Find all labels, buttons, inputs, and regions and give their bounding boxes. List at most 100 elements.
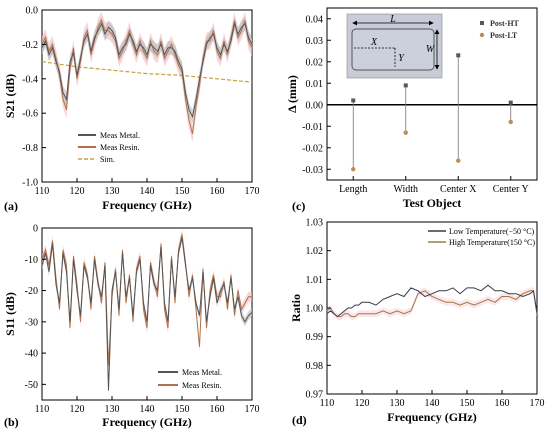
post-lt-point [403,130,408,135]
panel-c-plot-area [327,53,537,172]
y-tick-label: -0.8 [22,143,38,154]
x-tick-label: 120 [355,398,370,409]
panel-d-ratio-chart: 110 120 130 140 150 160 170 0.97 0.98 0.99 1.00 1.0… [289,218,545,428]
panel-c-y-axis-label: Δ (mm) [285,75,299,113]
y-tick-label: -10 [25,255,38,266]
panel-c-deviation-chart: Length Width Center X Center Y -0.03 -0.02 -0.… [285,7,538,213]
y-tick-label: 0.02 [306,57,324,68]
x-tick-label: 110 [35,186,50,197]
legend-resin-label-b: Meas Resin. [182,381,222,390]
x-tick-label: 110 [35,404,50,415]
x-tick-label: 160 [210,186,225,197]
x-tick-label: 120 [70,186,85,197]
post-lt-point [351,167,356,172]
y-tick-label: -0.6 [22,109,38,120]
inset-part-outline [351,28,435,71]
metal-error-band [42,233,252,395]
post-ht-point [351,98,356,103]
y-tick-label: -1.0 [22,178,38,189]
resin-error-band [42,11,252,143]
post-ht-point [456,53,461,58]
panel-a-s21-chart: 110 120 130 140 150 160 170 -1.0 -0.8 -0.6 -0.4 -0.… [3,6,260,214]
inset-length-label: L [389,14,396,25]
panel-b-plot-area [41,229,253,395]
y-tick-label: -0.2 [22,40,38,51]
x-tick-label: 110 [320,398,335,409]
x-tick-label: 130 [105,186,120,197]
y-tick-label: -0.4 [22,74,38,85]
x-tick-label: 150 [175,186,190,197]
y-tick-label: -30 [25,317,38,328]
x-tick-label: 130 [390,398,405,409]
legend-post-lt-label: Post-LT [490,31,518,40]
panel-d-y-axis-label: Ratio [289,294,303,322]
category-label: Width [393,184,418,195]
x-tick-label: 140 [140,404,155,415]
legend-post-ht-label: Post-HT [490,19,520,28]
resin-error-band [42,229,252,371]
metal-series-line [41,21,253,119]
inset-center-x-label: X [370,37,378,48]
high-temp-series-line [326,290,538,318]
y-tick-label: 1.02 [306,246,324,257]
legend-sim-label: Sim. [100,155,115,164]
y-tick-label: 1.01 [306,275,324,286]
legend-post-lt-marker [479,32,485,38]
panel-c-x-axis-label: Test Object [403,196,462,210]
x-tick-label: 120 [70,404,85,415]
y-tick-label: 0.98 [306,361,324,372]
x-tick-label: 160 [210,404,225,415]
y-tick-label: 1.03 [306,218,324,229]
y-tick-label: 0.01 [306,79,324,90]
metal-error-band [42,16,252,124]
y-tick-label: -0.02 [302,143,323,154]
panel-c-axes: Length Width Center X Center Y -0.03 -0.02 -0.… [302,14,529,195]
panel-b-axes: 110 120 130 140 150 160 170 -50 -40 -30 -20 -10 0 [25,224,260,416]
y-tick-label: -0.03 [302,165,323,176]
panel-b-y-axis-label: S11 (dB) [3,292,17,336]
x-tick-label: 170 [245,404,260,415]
panel-d-x-axis-label: Frequency (GHz) [387,410,476,424]
x-tick-label: 160 [495,398,510,409]
panel-a-x-axis-label: Frequency (GHz) [102,198,191,212]
legend-high-temp-label: High Temperature(150 °C) [449,238,535,247]
x-tick-label: 170 [245,186,260,197]
panel-a-y-axis-label: S21 (dB) [3,74,17,118]
x-tick-label: 140 [140,186,155,197]
post-ht-point [403,83,408,88]
y-tick-label: -40 [25,349,38,360]
panel-b-legend: Meas Metal. Meas Resin. [158,368,222,390]
y-tick-label: 0.97 [306,390,324,401]
legend-resin-label: Meas Resin. [100,143,140,152]
y-tick-label: 0.0 [26,6,39,17]
x-tick-label: 170 [530,398,545,409]
resin-series-line [41,19,253,134]
panel-d-legend: Low Temperature(−50 °C) High Temperature… [428,227,535,247]
panel-b-x-axis-label: Frequency (GHz) [102,415,191,429]
panel-a-axes: 110 120 130 140 150 160 170 -1.0 -0.8 -0.6 -0.4 -0.… [22,6,259,198]
panel-d-letter: (d) [292,413,307,427]
panel-c-inset-schematic: L W X Y [346,13,443,79]
x-tick-label: 150 [460,398,475,409]
panel-d-axes: 110 120 130 140 150 160 170 0.97 0.98 0.99 1.00 1.0… [306,218,545,410]
panel-d-plot-area [326,284,538,320]
legend-post-ht-marker [480,21,484,25]
panel-b-s11-chart: 110 120 130 140 150 160 170 -50 -40 -30 -20 -10 0 Fr… [3,224,260,430]
resin-series-line [41,234,252,366]
inset-width-label: W [426,44,436,55]
sim-series-line [41,61,253,83]
x-tick-label: 140 [425,398,440,409]
legend-low-temp-label: Low Temperature(−50 °C) [449,227,535,236]
post-lt-point [456,158,461,163]
post-lt-point [508,119,513,125]
panel-a-plot-area [41,11,253,143]
panel-d-plot-frame [326,221,538,395]
category-label: Center X [440,184,477,195]
metal-series-line [41,237,253,391]
category-label: Length [339,184,367,195]
y-tick-label: 0.00 [306,100,324,111]
y-tick-label: 0 [33,224,38,235]
y-tick-label: 1.00 [306,304,324,315]
panel-c-legend: Post-HT Post-LT [479,19,520,40]
